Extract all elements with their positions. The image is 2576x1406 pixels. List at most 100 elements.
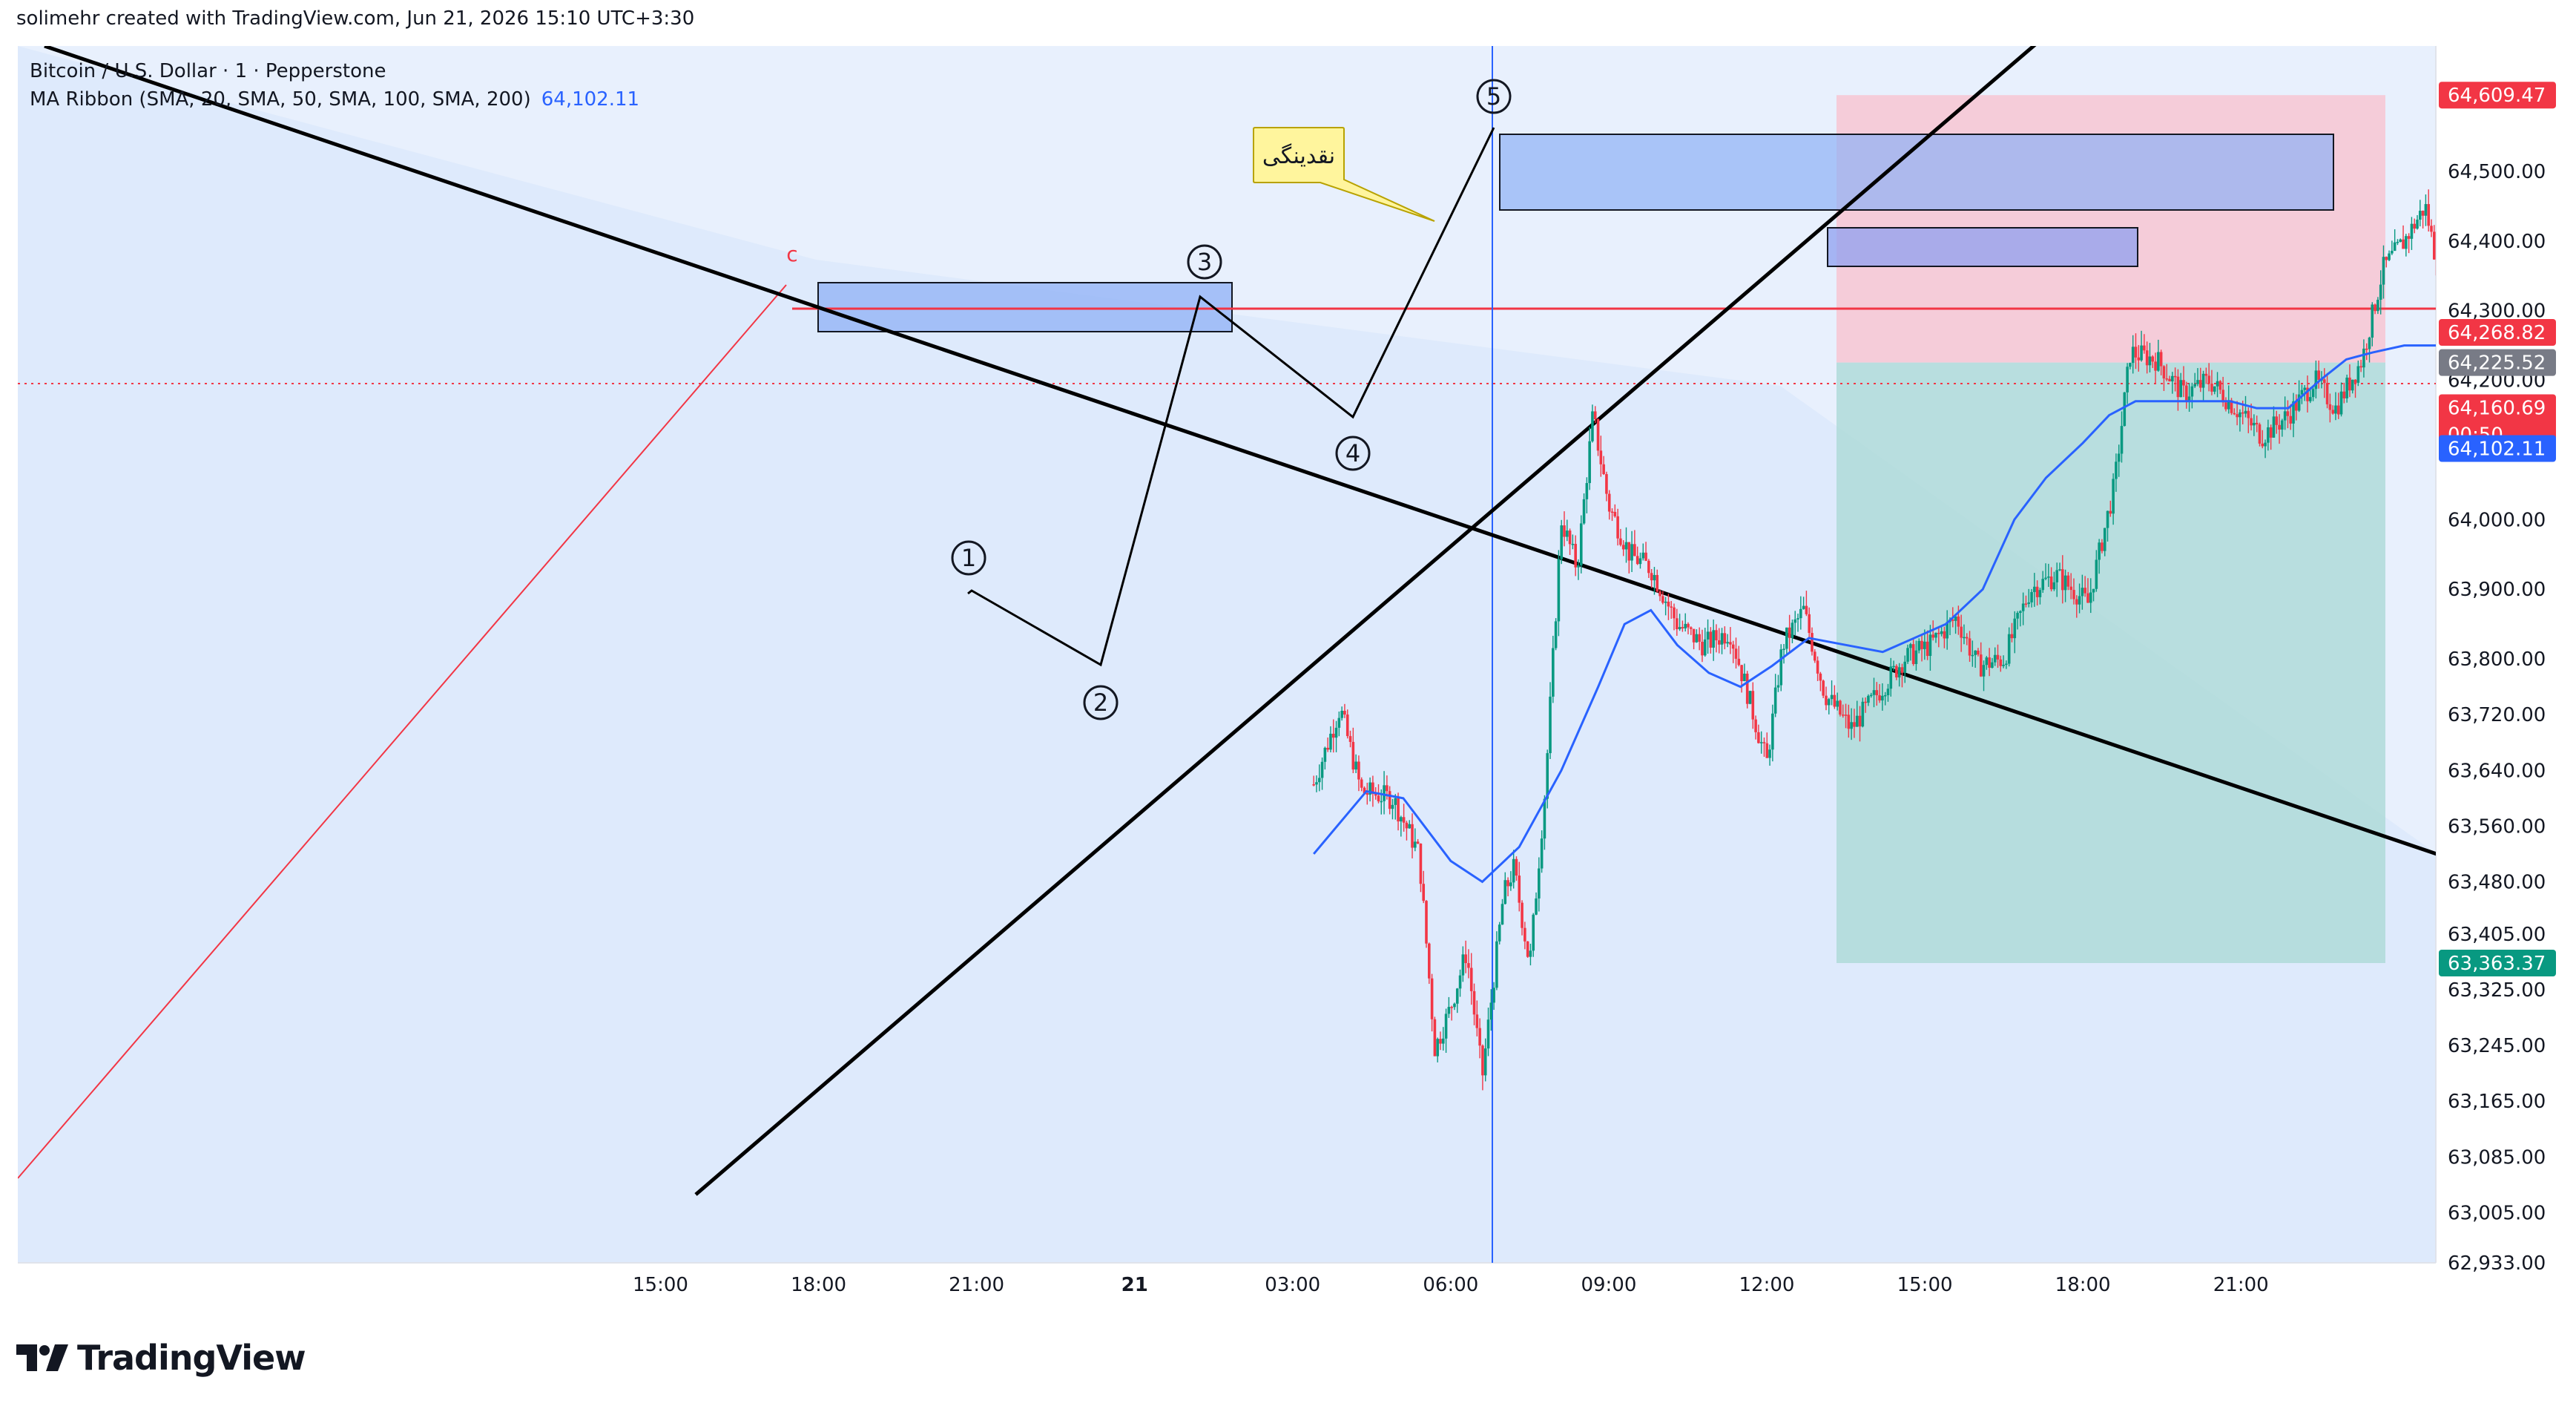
candle[interactable] (1343, 703, 1346, 718)
candle[interactable] (1320, 757, 1324, 790)
candle[interactable] (1633, 530, 1636, 556)
candle[interactable] (2560, 360, 2563, 381)
candle[interactable] (1703, 628, 1707, 657)
candle[interactable] (2190, 382, 2194, 409)
candle[interactable] (2281, 418, 2284, 437)
candle[interactable] (1678, 614, 1681, 631)
candle[interactable] (1791, 620, 1794, 643)
candle[interactable] (1841, 704, 1845, 718)
candle[interactable] (1723, 626, 1727, 650)
candle[interactable] (2336, 392, 2340, 419)
candle[interactable] (2137, 345, 2141, 372)
candle[interactable] (2204, 367, 2208, 384)
candle[interactable] (2306, 375, 2309, 413)
candle[interactable] (1926, 630, 1929, 660)
candle[interactable] (2227, 385, 2230, 414)
candle[interactable] (1391, 798, 1394, 820)
candle[interactable] (1331, 719, 1335, 753)
candle[interactable] (1745, 671, 1749, 709)
candle[interactable] (1419, 843, 1423, 893)
candle[interactable] (2089, 578, 2092, 614)
candle[interactable] (1568, 528, 1572, 555)
candle[interactable] (1991, 657, 1994, 668)
candle[interactable] (1892, 660, 1895, 671)
candle[interactable] (2101, 539, 2104, 553)
candle[interactable] (1664, 597, 1667, 616)
legend-symbol[interactable]: Bitcoin / U.S. Dollar · 1 · Pepperstone (30, 60, 386, 82)
candle[interactable] (2148, 343, 2152, 372)
candle[interactable] (2115, 453, 2118, 492)
candle[interactable] (1731, 640, 1735, 663)
candle[interactable] (2047, 563, 2050, 588)
candle[interactable] (1591, 404, 1594, 443)
candle[interactable] (2069, 573, 2072, 599)
candle[interactable] (2182, 366, 2185, 398)
candle[interactable] (1765, 732, 1769, 758)
candle[interactable] (2021, 592, 2025, 625)
candle[interactable] (1796, 614, 1799, 632)
candle[interactable] (2339, 382, 2343, 417)
elliott-wave-path[interactable] (967, 127, 1495, 667)
candle[interactable] (2201, 370, 2205, 402)
order-blocks[interactable] (817, 134, 2334, 332)
candle[interactable] (2083, 576, 2086, 597)
candle[interactable] (1740, 665, 1743, 693)
candle[interactable] (2365, 343, 2368, 361)
candle[interactable] (1557, 550, 1561, 637)
candle[interactable] (2331, 405, 2334, 415)
candle[interactable] (1773, 674, 1777, 717)
candle[interactable] (1999, 655, 2003, 672)
candle[interactable] (1802, 597, 1805, 610)
candle[interactable] (2571, 339, 2574, 367)
candle[interactable] (1560, 519, 1563, 565)
candle[interactable] (2300, 384, 2304, 404)
candle[interactable] (2368, 336, 2371, 363)
candle[interactable] (1422, 870, 1426, 904)
candle[interactable] (1847, 704, 1851, 738)
candle[interactable] (1441, 1027, 1445, 1051)
candle[interactable] (1624, 527, 1628, 563)
candle[interactable] (2151, 355, 2155, 369)
candle[interactable] (2216, 372, 2219, 398)
candle[interactable] (1788, 614, 1791, 654)
candle[interactable] (1535, 892, 1538, 916)
candle[interactable] (1650, 568, 1653, 588)
candle[interactable] (1467, 949, 1470, 979)
candle[interactable] (1388, 786, 1391, 815)
candle[interactable] (2311, 387, 2315, 401)
candle[interactable] (1658, 589, 1661, 602)
candle[interactable] (1368, 777, 1371, 802)
candle[interactable] (1329, 726, 1332, 752)
candle[interactable] (2185, 381, 2188, 409)
candle[interactable] (1647, 559, 1650, 579)
candle[interactable] (1481, 1044, 1484, 1091)
candle[interactable] (1706, 619, 1710, 654)
candle[interactable] (2044, 563, 2047, 581)
candle[interactable] (2328, 393, 2332, 423)
candle[interactable] (1968, 631, 1971, 663)
candle[interactable] (2058, 562, 2061, 571)
candle[interactable] (2233, 408, 2236, 415)
candle[interactable] (1416, 838, 1420, 844)
candle[interactable] (1771, 704, 1774, 762)
candle[interactable] (1565, 519, 1569, 542)
candle[interactable] (2049, 567, 2053, 592)
legend-indicator[interactable]: MA Ribbon (SMA, 20, SMA, 50, SMA, 100, S… (30, 88, 639, 111)
candle[interactable] (2120, 411, 2124, 463)
candle[interactable] (1819, 671, 1822, 691)
candle[interactable] (1720, 628, 1724, 654)
candle[interactable] (1337, 712, 1341, 737)
candle[interactable] (1996, 644, 2000, 668)
candle[interactable] (1579, 515, 1583, 574)
candle[interactable] (1971, 640, 1974, 667)
candle[interactable] (1836, 692, 1839, 711)
candle[interactable] (1673, 603, 1676, 631)
candle[interactable] (2140, 330, 2143, 362)
candle[interactable] (1864, 697, 1867, 713)
candle[interactable] (1914, 640, 1918, 671)
candle[interactable] (2063, 569, 2067, 602)
candle[interactable] (2405, 234, 2408, 257)
candle[interactable] (2348, 364, 2351, 398)
candle[interactable] (2176, 369, 2180, 411)
candle[interactable] (1937, 627, 1940, 648)
